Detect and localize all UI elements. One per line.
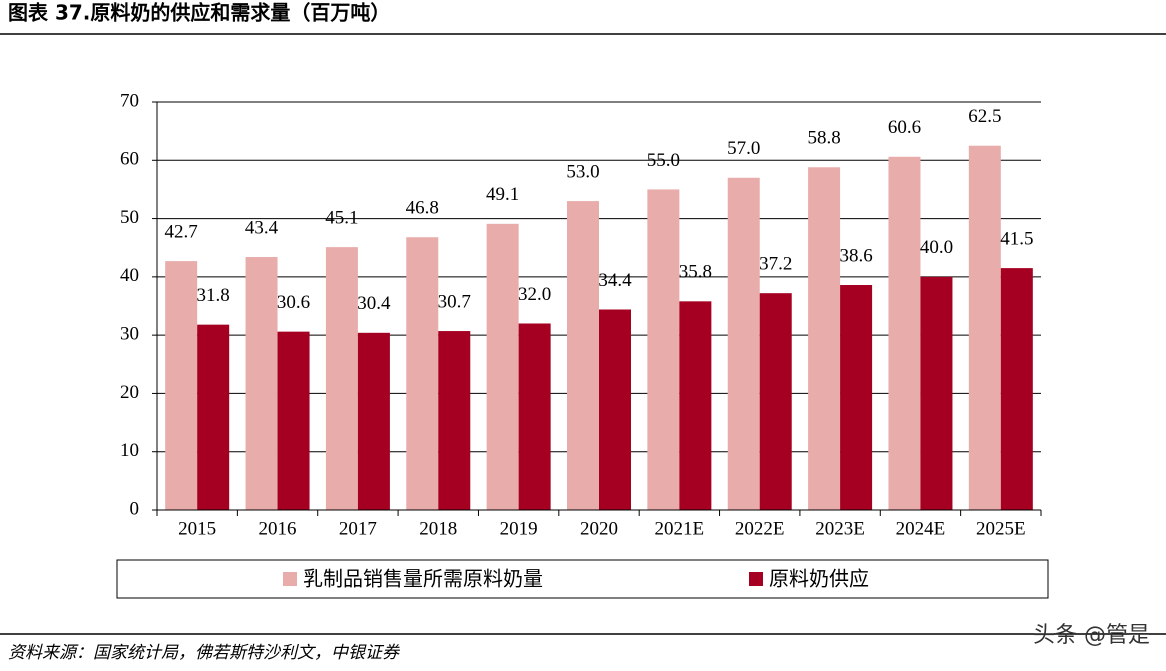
bar [727, 177, 760, 510]
x-tick-label: 2017 [339, 518, 377, 539]
value-label: 60.6 [888, 117, 921, 138]
legend-label: 原料奶供应 [769, 567, 869, 591]
y-tick-label: 70 [120, 90, 139, 111]
value-label: 62.5 [968, 106, 1001, 127]
bar [647, 189, 680, 510]
bar [277, 331, 310, 510]
x-tick-label: 2019 [500, 518, 538, 539]
value-label: 53.0 [566, 161, 599, 182]
value-label: 43.4 [245, 217, 279, 238]
y-tick-label: 0 [130, 498, 140, 519]
value-label: 49.1 [486, 184, 519, 205]
value-label: 30.6 [277, 292, 310, 313]
bar [518, 323, 551, 510]
y-tick-label: 60 [120, 149, 139, 170]
value-label: 38.6 [839, 245, 872, 266]
x-tick-label: 2020 [580, 518, 618, 539]
legend-label: 乳制品销售量所需原料奶量 [303, 567, 543, 591]
value-label: 55.0 [647, 150, 680, 171]
bar [759, 293, 792, 510]
bar [567, 201, 599, 511]
bar [920, 276, 953, 510]
bar [165, 261, 198, 510]
watermark: 头条 @管是 [1033, 623, 1150, 648]
x-tick-label: 2023E [815, 518, 865, 539]
bar [486, 223, 519, 510]
legend-swatch [283, 572, 297, 586]
bar [679, 301, 712, 510]
bar [245, 257, 278, 510]
bar [438, 331, 471, 510]
x-tick-label: 2022E [735, 518, 785, 539]
value-label: 35.8 [679, 262, 712, 283]
bar [406, 237, 439, 511]
bar [599, 309, 631, 510]
bar [888, 156, 921, 510]
value-label: 41.5 [1000, 228, 1033, 249]
bar [808, 167, 841, 510]
y-tick-label: 30 [120, 324, 139, 345]
legend-box [116, 559, 1049, 599]
value-label: 30.4 [357, 293, 391, 314]
bar [197, 324, 230, 510]
bar [1000, 268, 1033, 510]
x-tick-label: 2021E [655, 518, 705, 539]
bar [968, 145, 1001, 510]
y-tick-label: 40 [120, 265, 139, 286]
value-label: 46.8 [406, 198, 439, 219]
legend-swatch [749, 572, 763, 586]
bar [840, 285, 873, 510]
y-tick-label: 50 [120, 207, 139, 228]
value-label: 32.0 [518, 284, 551, 305]
value-label: 42.7 [165, 221, 198, 242]
chart-title: 图表 37.原料奶的供应和需求量（百万吨） [8, 1, 390, 25]
x-tick-label: 2016 [259, 518, 297, 539]
value-label: 58.8 [807, 128, 840, 149]
value-label: 37.2 [759, 254, 792, 275]
value-label: 40.0 [920, 237, 953, 258]
value-label: 31.8 [197, 285, 230, 306]
x-tick-label: 2024E [896, 518, 946, 539]
y-tick-label: 10 [120, 440, 139, 461]
bar [357, 332, 390, 510]
y-tick-label: 20 [120, 382, 139, 403]
value-label: 45.1 [325, 207, 358, 228]
value-label: 57.0 [727, 138, 760, 159]
x-tick-label: 2018 [419, 518, 457, 539]
value-label: 34.4 [598, 270, 632, 291]
x-tick-label: 2025E [976, 518, 1026, 539]
bar [325, 247, 358, 511]
value-label: 30.7 [438, 291, 471, 312]
x-tick-label: 2015 [178, 518, 216, 539]
source-note: 资料来源：国家统计局，佛若斯特沙利文，中银证券 [8, 643, 401, 663]
